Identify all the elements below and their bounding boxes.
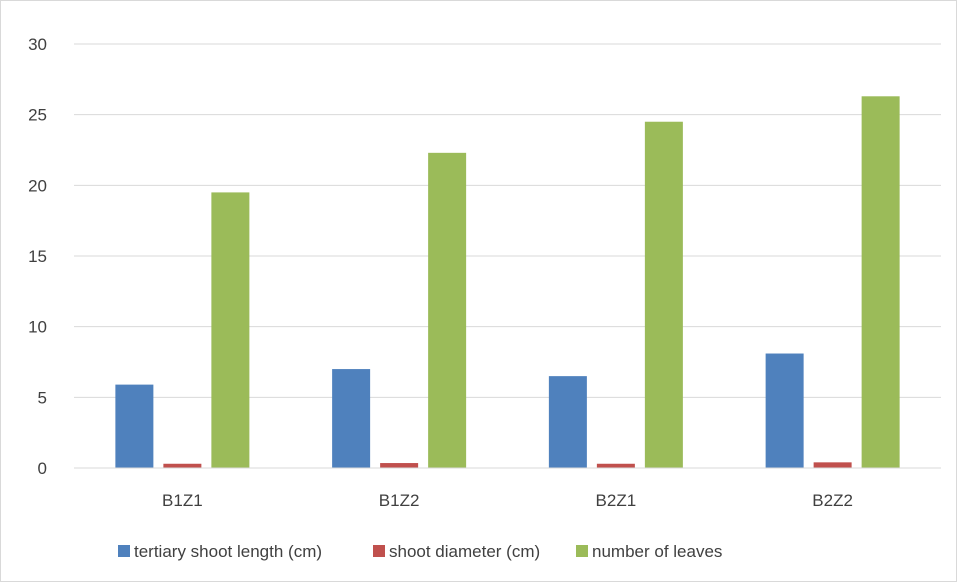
- legend-swatch: [118, 545, 130, 557]
- y-tick-label: 30: [28, 35, 47, 54]
- bar-b1z2-series-3: [428, 152, 467, 468]
- bar-b1z1-series-3: [211, 192, 250, 468]
- bar-b2z1-series-1: [548, 376, 587, 468]
- bar-b1z2-series-1: [332, 369, 371, 468]
- gridlines: [74, 43, 941, 398]
- y-tick-label: 20: [28, 176, 47, 195]
- legend-label: tertiary shoot length (cm): [134, 542, 322, 561]
- bar-b1z1-series-1: [115, 384, 154, 468]
- bar-b2z2-series-3: [861, 96, 900, 468]
- legend-swatch: [576, 545, 588, 557]
- legend-label: number of leaves: [592, 542, 722, 561]
- y-tick-label: 10: [28, 318, 47, 337]
- x-tick-label: B1Z1: [162, 491, 203, 510]
- x-tick-label: B2Z1: [596, 491, 637, 510]
- bar-b1z1-series-2: [163, 463, 202, 468]
- y-tick-label: 0: [38, 459, 47, 478]
- x-tick-label: B1Z2: [379, 491, 420, 510]
- bar-b2z1-series-3: [644, 121, 683, 468]
- legend-label: shoot diameter (cm): [389, 542, 540, 561]
- y-axis-tick-labels: 0 5 10 15 20 25 30: [28, 35, 47, 478]
- x-axis-tick-labels: B1Z1 B1Z2 B2Z1 B2Z2: [162, 491, 853, 510]
- bars: [115, 96, 900, 468]
- bar-b2z1-series-2: [596, 463, 635, 468]
- bar-b1z2-series-2: [380, 463, 419, 468]
- bar-b2z2-series-2: [813, 462, 852, 468]
- y-tick-label: 15: [28, 247, 47, 266]
- y-tick-label: 25: [28, 106, 47, 125]
- y-tick-label: 5: [38, 388, 47, 407]
- bar-b2z2-series-1: [765, 353, 804, 468]
- legend-swatch: [373, 545, 385, 557]
- legend: tertiary shoot length (cm) shoot diameter…: [118, 542, 722, 561]
- x-tick-label: B2Z2: [812, 491, 853, 510]
